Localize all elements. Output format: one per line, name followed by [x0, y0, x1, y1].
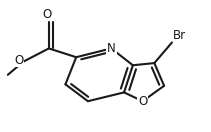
Text: Br: Br — [173, 29, 186, 42]
Text: O: O — [138, 95, 147, 108]
Text: O: O — [42, 8, 51, 21]
Text: N: N — [107, 42, 116, 55]
Text: O: O — [14, 54, 23, 67]
